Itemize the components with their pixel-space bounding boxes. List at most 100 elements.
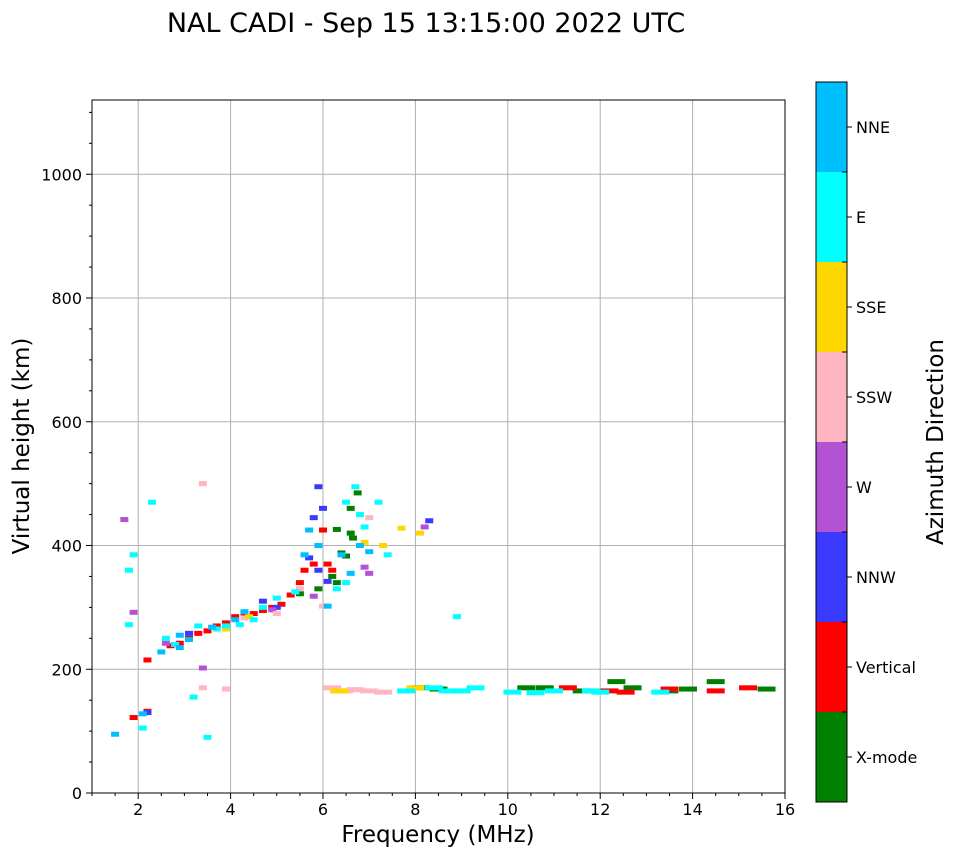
data-point-vertical	[300, 567, 309, 573]
data-point-ssw	[374, 689, 393, 695]
data-point-nne	[346, 570, 355, 576]
data-point-x-mode	[535, 685, 554, 691]
colorbar-tick-label: W	[856, 478, 872, 497]
data-point-x-mode	[346, 530, 355, 536]
y-tick-label: 0	[72, 784, 82, 803]
data-point-sse	[379, 543, 388, 548]
colorbar-tick-label: SSW	[856, 388, 892, 407]
data-point-nnw	[425, 518, 434, 524]
data-point-e	[397, 688, 416, 694]
data-point-x-mode	[706, 679, 725, 685]
data-point-x-mode	[757, 686, 776, 692]
data-point-e	[138, 725, 147, 731]
x-tick-label: 10	[498, 800, 518, 819]
colorbar-tick-label: Vertical	[856, 658, 916, 677]
data-point-vertical	[258, 607, 267, 613]
data-point-e	[171, 642, 180, 647]
data-point-sse	[397, 525, 406, 531]
data-point-vertical	[600, 688, 619, 694]
data-points	[111, 481, 776, 740]
x-tick-label: 4	[226, 800, 236, 819]
data-point-vertical	[166, 643, 175, 649]
y-axis-label: Virtual height (km)	[9, 338, 35, 555]
x-tick-label: 12	[590, 800, 610, 819]
data-point-x-mode	[607, 679, 626, 685]
data-point-e	[342, 499, 351, 505]
data-point-ssw	[295, 586, 304, 592]
data-point-x-mode	[572, 688, 591, 694]
data-point-nnw	[143, 710, 152, 716]
data-point-e	[129, 552, 138, 558]
data-point-e	[124, 567, 133, 573]
x-tick-label: 2	[133, 800, 143, 819]
data-point-x-mode	[342, 553, 351, 559]
data-point-e	[235, 622, 244, 628]
data-point-x-mode	[353, 490, 362, 496]
colorbar-segment	[816, 622, 847, 712]
data-point-vertical	[194, 630, 203, 636]
data-point-x-mode	[314, 586, 323, 592]
data-point-sse	[406, 685, 425, 691]
data-point-e	[383, 552, 392, 558]
data-point-nnw	[314, 484, 323, 490]
data-point-nne	[185, 637, 194, 643]
data-point-nne	[157, 649, 166, 655]
data-point-nnw	[319, 505, 327, 511]
data-point-nne	[314, 543, 323, 548]
data-point-vertical	[323, 561, 332, 567]
data-point-nnw	[305, 555, 314, 561]
x-tick-label: 8	[410, 800, 420, 819]
y-tick-label: 400	[51, 537, 82, 556]
data-point-ssw	[272, 611, 281, 617]
data-point-e	[203, 734, 212, 740]
data-point-nne	[300, 552, 309, 558]
data-point-e	[221, 623, 230, 629]
data-point-vertical	[175, 640, 184, 646]
data-point-vertical	[328, 567, 337, 573]
data-point-x-mode	[332, 526, 341, 532]
data-point-x-mode	[332, 580, 341, 586]
data-point-sse	[360, 539, 369, 545]
colorbar-segment	[816, 262, 847, 352]
data-point-x-mode	[517, 685, 536, 691]
data-point-e	[374, 499, 383, 505]
colorbar-tick-label: SSE	[856, 298, 886, 317]
y-tick-label: 200	[51, 660, 82, 679]
data-point-e	[503, 689, 522, 695]
data-point-vertical	[558, 685, 577, 691]
data-point-vertical	[129, 715, 138, 721]
data-point-nne	[305, 527, 314, 533]
data-point-nne	[337, 552, 346, 558]
data-point-e	[258, 604, 267, 610]
data-point-e	[452, 614, 461, 620]
data-point-e	[124, 622, 133, 628]
data-point-e	[424, 685, 443, 691]
data-point-e	[591, 689, 610, 695]
data-point-vertical	[616, 689, 635, 695]
data-point-x-mode	[346, 505, 355, 511]
data-point-vertical	[660, 686, 679, 692]
data-point-x-mode	[349, 535, 358, 541]
y-tick-label: 1000	[41, 165, 82, 184]
colorbar-segment	[816, 82, 847, 172]
y-tick-label: 600	[51, 413, 82, 432]
colorbar-tick-label: NNE	[856, 118, 890, 137]
data-point-vertical	[221, 620, 230, 626]
data-point-e	[651, 689, 670, 695]
x-tick-label: 16	[775, 800, 795, 819]
data-point-e	[355, 512, 364, 518]
data-point-e	[212, 626, 221, 632]
data-point-nne	[323, 603, 332, 609]
colorbar-segment	[816, 172, 847, 262]
data-point-nne	[111, 731, 120, 737]
data-point-nnw	[309, 515, 318, 521]
data-point-sse	[416, 530, 425, 536]
data-point-ssw	[319, 603, 327, 609]
data-point-vertical	[203, 628, 212, 634]
data-point-x-mode	[295, 591, 304, 597]
data-point-nnw	[185, 630, 194, 636]
data-point-ssw	[365, 515, 374, 521]
axis-ticks: 2 4 6 8 10 12 14 16 0 200 400 600 800 1000	[41, 111, 795, 819]
data-point-w	[129, 609, 138, 615]
